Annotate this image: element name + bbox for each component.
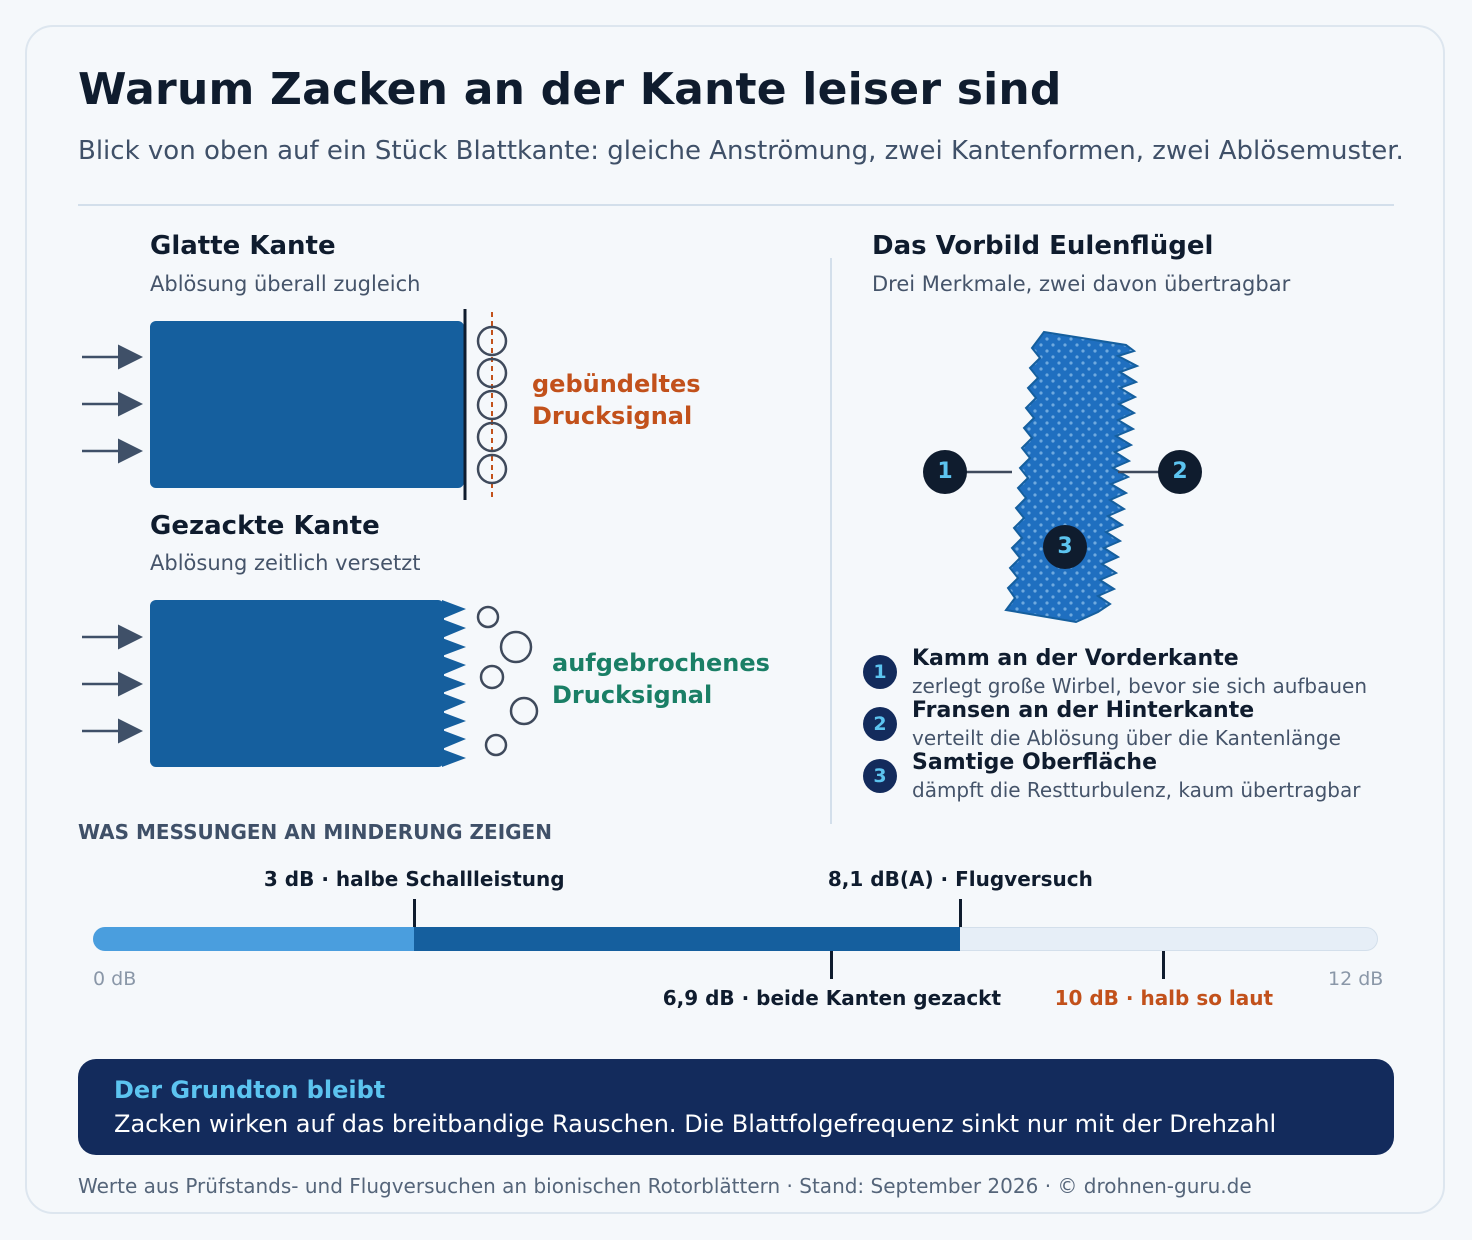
note-text: Zacken wirken auf das breitbandige Rausc…	[114, 1110, 1277, 1138]
vortex	[476, 389, 508, 421]
vortex	[476, 605, 500, 629]
axis-max-label: 12 dB	[1328, 968, 1384, 990]
vortex	[509, 696, 539, 726]
footer: Werte aus Prüfstands- und Flugversuchen …	[78, 1174, 1252, 1198]
serrated-vortices	[476, 605, 539, 757]
smooth-edge-subheading: Ablösung überall zugleich	[150, 272, 421, 296]
feature-title: Samtige Oberfläche	[912, 750, 1157, 775]
owl-marker-1: 1	[923, 450, 967, 494]
feature-badge: 2	[863, 707, 897, 741]
flow-arrows-serrated	[82, 624, 143, 744]
vortex	[499, 630, 533, 664]
vortex	[479, 664, 505, 690]
vortex	[484, 733, 508, 757]
vortex	[476, 421, 508, 453]
smooth-edge-heading: Glatte Kante	[150, 231, 336, 261]
meter-tick	[830, 951, 834, 979]
feature-badge: 3	[863, 759, 897, 793]
page-subtitle: Blick von oben auf ein Stück Blattkante:…	[78, 136, 1404, 166]
axis-min-label: 0 dB	[93, 968, 137, 990]
divider	[78, 204, 1394, 206]
owl-subheading: Drei Merkmale, zwei davon übertragbar	[872, 272, 1291, 296]
smooth-signal-label: gebündeltes Drucksignal	[532, 370, 701, 430]
feature-badge: 1	[863, 655, 897, 689]
column-divider	[830, 258, 832, 824]
meter-marker-label: 8,1 dB(A) · Flugversuch	[827, 867, 1093, 891]
meter-tick	[958, 899, 962, 927]
owl-marker-3: 3	[1043, 525, 1087, 569]
note-box	[78, 1059, 1394, 1155]
meter-tick	[412, 899, 416, 927]
meter-fill-dark	[414, 927, 961, 951]
feature-desc: dämpft die Restturbulenz, kaum übertragb…	[912, 778, 1361, 802]
owl-feather	[1004, 330, 1140, 624]
meter-marker-label: 3 dB · halbe Schallleistung	[263, 867, 565, 891]
flow-arrows-smooth	[82, 344, 143, 464]
meter-fill-light	[93, 927, 415, 951]
note-title: Der Grundton bleibt	[114, 1076, 386, 1104]
serrated-edge-heading: Gezackte Kante	[150, 511, 380, 541]
meter-marker-label: 6,9 dB · beide Kanten gezackt	[662, 986, 1002, 1010]
feature-title: Fransen an der Hinterkante	[912, 698, 1255, 723]
page-title: Warum Zacken an der Kante leiser sind	[78, 64, 1062, 115]
serrated-signal-label: aufgebrochenes Drucksignal	[552, 649, 770, 709]
smooth-vortices	[476, 325, 508, 485]
feature-title: Kamm an der Vorderkante	[912, 646, 1239, 671]
vortex	[476, 357, 508, 389]
vortex	[476, 453, 508, 485]
vortex	[476, 325, 508, 357]
serrated-edge-subheading: Ablösung zeitlich versetzt	[150, 551, 421, 575]
smooth-blade	[150, 321, 464, 488]
owl-heading: Das Vorbild Eulenflügel	[872, 231, 1214, 261]
owl-marker-2: 2	[1158, 450, 1202, 494]
meter-tick	[1162, 951, 1166, 979]
measurements-caption: WAS MESSUNGEN AN MINDERUNG ZEIGEN	[78, 820, 552, 844]
serration-teeth	[442, 600, 466, 767]
feature-desc: verteilt die Ablösung über die Kantenlän…	[912, 726, 1341, 750]
serrated-blade	[150, 600, 444, 767]
feature-desc: zerlegt große Wirbel, bevor sie sich auf…	[912, 674, 1368, 698]
meter-marker-label: 10 dB · halb so laut	[1054, 986, 1274, 1010]
